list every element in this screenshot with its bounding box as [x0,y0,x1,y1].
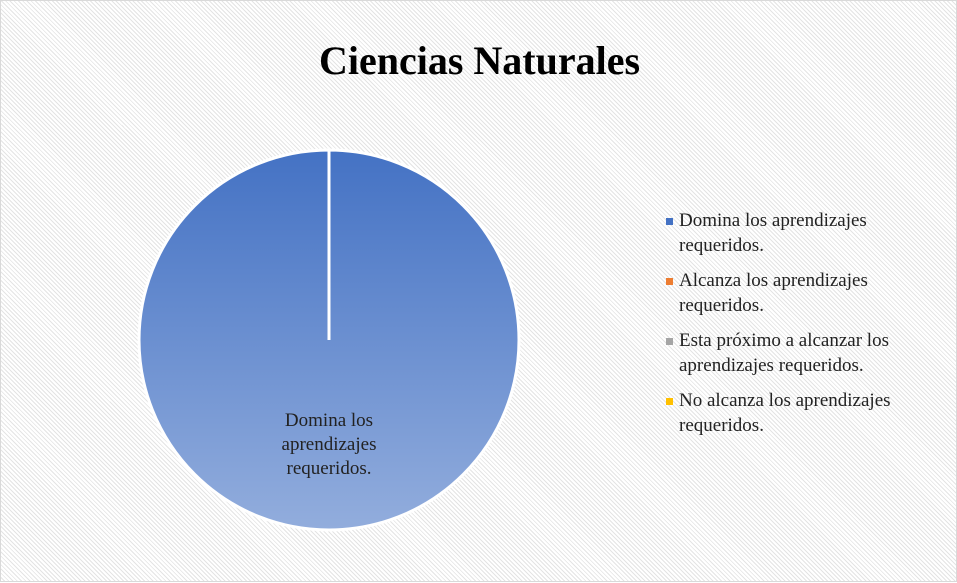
legend-label: Esta próximo a alcanzar los aprendizajes… [679,330,889,376]
legend-swatch [666,398,673,405]
legend-label: Domina los aprendizajes requeridos. [679,210,867,256]
legend-item: No alcanza los aprendizajes requeridos. [663,388,953,438]
legend-label: No alcanza los aprendizajes requeridos. [679,390,891,436]
legend-swatch [666,218,673,225]
legend-label: Alcanza los aprendizajes requeridos. [679,270,868,316]
legend: Domina los aprendizajes requeridos. Alcan… [663,208,953,448]
data-label: Domina los aprendizajes requeridos. [281,409,377,479]
legend-item: Esta próximo a alcanzar los aprendizajes… [663,328,953,378]
chart-title: Ciencias Naturales [318,38,641,83]
legend-item: Domina los aprendizajes requeridos. [663,208,953,258]
legend-swatch [666,278,673,285]
legend-item: Alcanza los aprendizajes requeridos. [663,268,953,318]
legend-swatch [666,338,673,345]
